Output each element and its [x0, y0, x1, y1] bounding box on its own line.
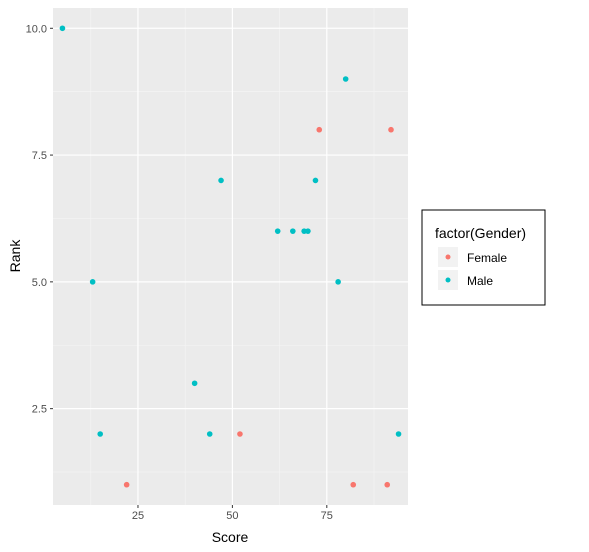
data-point-male	[89, 279, 96, 285]
y-axis-ticks: 2.5 5.0 7.5 10.0	[26, 23, 53, 416]
data-point-female	[316, 126, 323, 133]
legend-key-male-dot	[445, 277, 451, 283]
major-gridlines	[53, 8, 408, 505]
x-tick-label: 75	[321, 510, 333, 522]
data-point-male	[206, 431, 213, 437]
x-tick-label: 50	[226, 510, 238, 522]
data-point-male	[395, 431, 402, 437]
data-point-female	[123, 481, 130, 488]
data-point-female	[388, 126, 394, 133]
data-point-male	[335, 279, 341, 285]
plot-panel	[53, 8, 408, 505]
data-point-male	[191, 380, 198, 387]
data-point-male	[305, 228, 311, 234]
x-axis-title: Score	[212, 529, 249, 545]
data-point-male	[97, 431, 104, 437]
data-point-male	[312, 177, 319, 184]
minor-gridlines	[53, 8, 408, 505]
data-point-female	[237, 431, 243, 437]
legend-title: factor(Gender)	[435, 225, 526, 241]
legend: factor(Gender) Female Male	[421, 209, 546, 306]
data-points	[59, 25, 402, 488]
y-tick-label: 5.0	[32, 277, 47, 289]
y-tick-label: 2.5	[32, 404, 47, 416]
y-tick-label: 7.5	[32, 150, 47, 162]
x-axis-ticks: 25 50 75	[132, 505, 333, 522]
y-axis-title: Rank	[7, 239, 23, 273]
legend-key-female-dot	[445, 254, 451, 260]
data-point-male	[218, 177, 224, 184]
data-point-male	[59, 25, 66, 32]
data-point-male	[274, 228, 281, 234]
legend-label-female: Female	[467, 251, 507, 265]
legend-label-male: Male	[467, 274, 493, 288]
y-tick-label: 10.0	[26, 23, 47, 35]
data-point-male	[342, 76, 349, 82]
data-point-male	[290, 228, 296, 234]
data-point-female	[350, 481, 357, 488]
x-tick-label: 25	[132, 510, 144, 522]
data-point-female	[384, 481, 391, 488]
